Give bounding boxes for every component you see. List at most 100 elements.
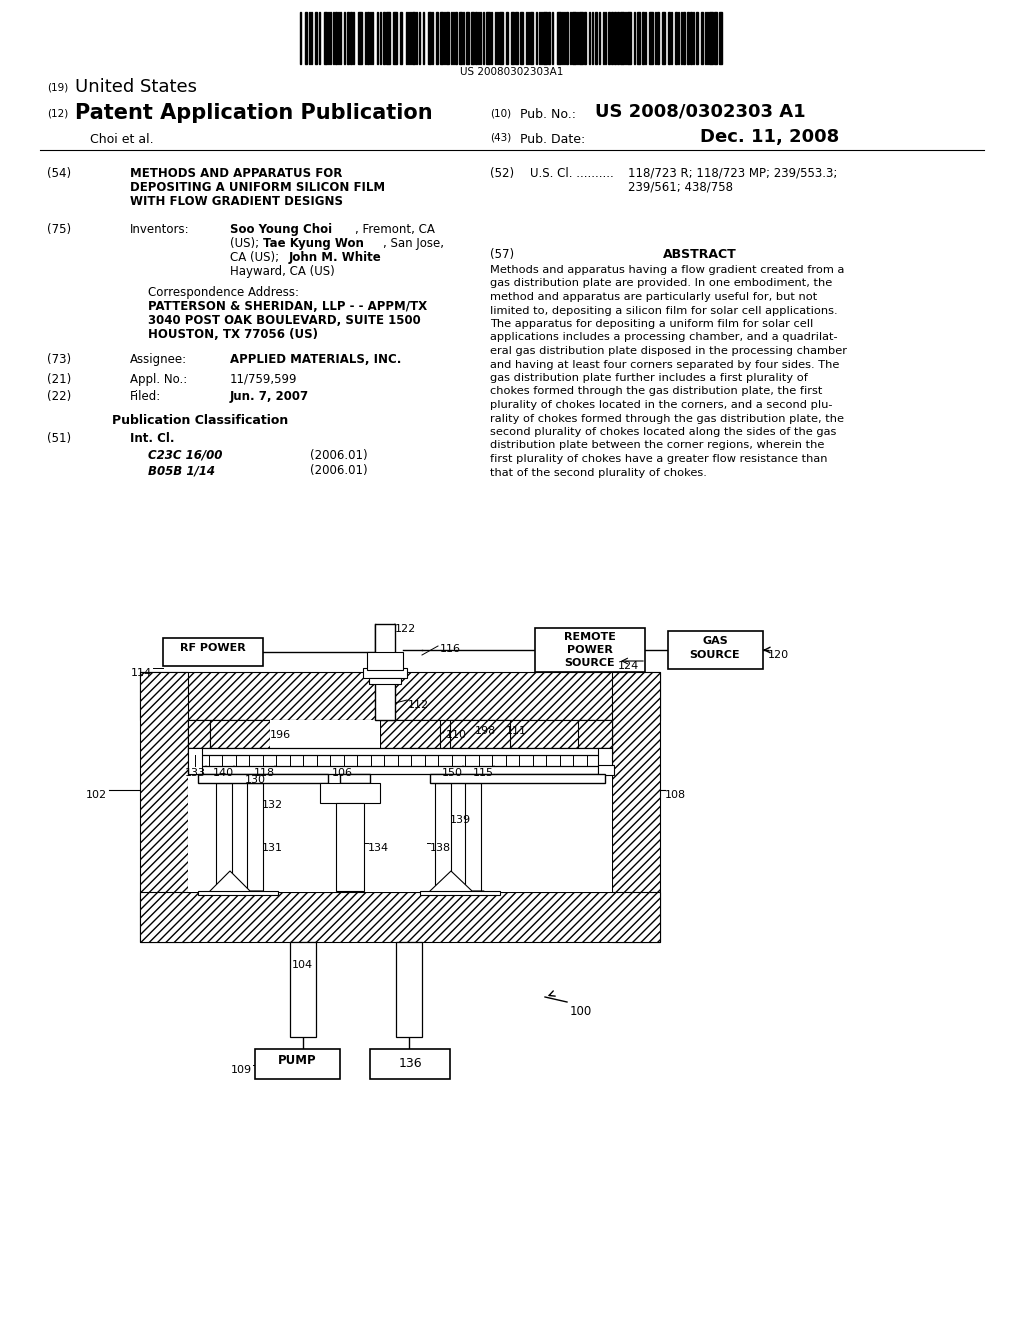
Bar — [412, 12, 415, 63]
Text: 134: 134 — [368, 843, 389, 853]
Text: 102: 102 — [86, 789, 106, 800]
Text: Int. Cl.: Int. Cl. — [130, 432, 174, 445]
Text: WITH FLOW GRADIENT DESIGNS: WITH FLOW GRADIENT DESIGNS — [130, 195, 343, 209]
Text: 112: 112 — [408, 700, 429, 710]
Text: (22): (22) — [47, 389, 72, 403]
Text: 122: 122 — [395, 624, 416, 634]
Text: (10): (10) — [490, 108, 511, 117]
Text: Pub. No.:: Pub. No.: — [520, 108, 575, 121]
Text: eral gas distribution plate disposed in the processing chamber: eral gas distribution plate disposed in … — [490, 346, 847, 356]
Bar — [662, 12, 665, 63]
Text: REMOTE: REMOTE — [564, 632, 616, 642]
Bar — [598, 748, 612, 774]
Bar — [714, 12, 717, 63]
Bar — [608, 12, 610, 63]
Text: RF POWER: RF POWER — [180, 643, 246, 653]
Bar — [719, 12, 722, 63]
Bar — [396, 942, 422, 1038]
Text: (2006.01): (2006.01) — [310, 449, 368, 462]
Text: John M. White: John M. White — [289, 251, 382, 264]
Text: (51): (51) — [47, 432, 71, 445]
Bar — [210, 719, 406, 748]
Text: United States: United States — [75, 78, 197, 96]
Bar — [578, 719, 612, 748]
Text: 104: 104 — [292, 960, 312, 970]
Bar — [140, 672, 660, 719]
Text: Dec. 11, 2008: Dec. 11, 2008 — [700, 128, 840, 147]
Bar — [620, 12, 624, 63]
Text: (19): (19) — [47, 83, 69, 92]
Bar — [683, 12, 685, 63]
Text: Publication Classification: Publication Classification — [112, 414, 288, 426]
Text: 198: 198 — [475, 726, 497, 737]
Bar — [386, 12, 390, 63]
Bar — [675, 12, 677, 63]
Bar — [668, 631, 763, 669]
Bar — [188, 719, 612, 748]
Bar — [506, 12, 508, 63]
Text: Patent Application Publication: Patent Application Publication — [75, 103, 432, 123]
Text: Hayward, CA (US): Hayward, CA (US) — [230, 265, 335, 279]
Bar — [520, 12, 523, 63]
Text: distribution plate between the corner regions, wherein the: distribution plate between the corner re… — [490, 441, 824, 450]
Bar — [420, 891, 500, 895]
Text: (US);: (US); — [230, 238, 259, 249]
Text: Methods and apparatus having a flow gradient created from a: Methods and apparatus having a flow grad… — [490, 265, 845, 275]
Text: 118: 118 — [254, 768, 275, 777]
Text: 111: 111 — [506, 726, 527, 737]
Bar — [367, 12, 369, 63]
Text: Choi et al.: Choi et al. — [90, 133, 154, 147]
Bar — [290, 942, 316, 1038]
Bar — [340, 774, 370, 783]
Text: HOUSTON, TX 77056 (US): HOUSTON, TX 77056 (US) — [148, 327, 318, 341]
Bar — [687, 12, 689, 63]
Text: U.S. Cl. ..........: U.S. Cl. .......... — [530, 168, 613, 180]
Polygon shape — [430, 871, 484, 894]
Bar — [430, 774, 605, 783]
Bar — [435, 783, 451, 891]
Text: 100: 100 — [570, 1005, 592, 1018]
Text: Assignee:: Assignee: — [130, 352, 187, 366]
Bar — [499, 12, 503, 63]
Bar — [358, 12, 362, 63]
Bar — [595, 12, 597, 63]
Text: Inventors:: Inventors: — [130, 223, 189, 236]
Bar — [511, 12, 514, 63]
Bar — [370, 1049, 450, 1078]
Text: (57): (57) — [490, 248, 514, 261]
Bar — [690, 12, 692, 63]
Bar — [400, 12, 402, 63]
Text: 118/723 R; 118/723 MP; 239/553.3;: 118/723 R; 118/723 MP; 239/553.3; — [628, 168, 838, 180]
Bar — [446, 12, 449, 63]
Text: (12): (12) — [47, 108, 69, 117]
Text: The apparatus for depositing a uniform film for solar cell: The apparatus for depositing a uniform f… — [490, 319, 813, 329]
Bar — [393, 12, 397, 63]
Text: 11/759,599: 11/759,599 — [230, 374, 298, 385]
Text: B05B 1/14: B05B 1/14 — [148, 465, 215, 477]
Bar — [450, 719, 510, 748]
Text: Appl. No.:: Appl. No.: — [130, 374, 187, 385]
Bar — [188, 748, 202, 774]
Text: Filed:: Filed: — [130, 389, 161, 403]
Polygon shape — [210, 871, 263, 894]
Bar — [701, 12, 703, 63]
Bar — [210, 719, 270, 748]
Text: SOURCE: SOURCE — [690, 649, 740, 660]
Text: POWER: POWER — [567, 645, 613, 655]
Bar — [315, 12, 317, 63]
Bar — [362, 668, 407, 678]
Bar — [459, 12, 462, 63]
Bar — [188, 719, 210, 748]
Bar — [614, 12, 616, 63]
Bar — [375, 624, 395, 719]
Bar — [455, 12, 457, 63]
Text: US 2008/0302303 A1: US 2008/0302303 A1 — [595, 103, 806, 121]
Bar — [335, 12, 337, 63]
Bar — [486, 12, 490, 63]
Text: (73): (73) — [47, 352, 71, 366]
Bar — [198, 891, 278, 895]
Bar — [380, 719, 440, 748]
Bar — [617, 12, 618, 63]
Text: 131: 131 — [262, 843, 283, 853]
Bar — [668, 12, 670, 63]
